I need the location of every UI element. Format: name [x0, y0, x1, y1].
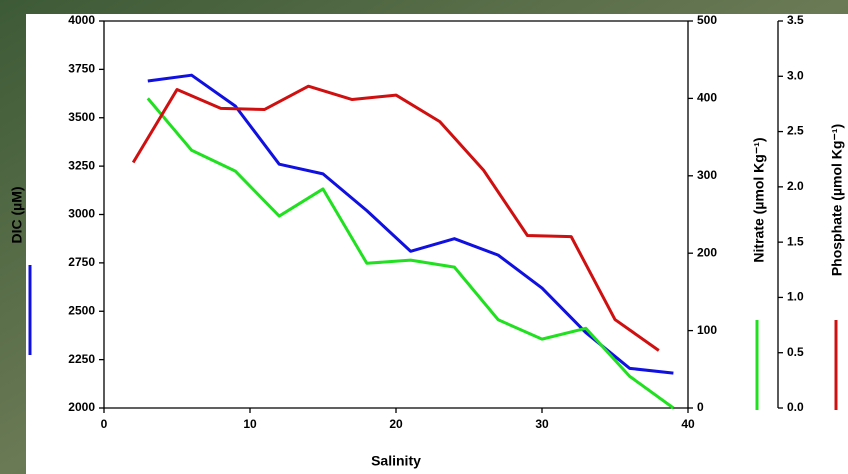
y-axis-label: DIC (µM)	[9, 186, 25, 243]
y-tick-label: 2250	[68, 352, 95, 366]
x-tick-label: 40	[681, 417, 695, 431]
x-tick-label: 20	[389, 417, 403, 431]
y2-tick-label: 500	[697, 13, 717, 27]
y-tick-label: 3000	[68, 207, 95, 221]
y3-tick-label: 1.0	[787, 290, 804, 304]
y2-tick-label: 100	[697, 323, 717, 337]
y3-tick-label: 0.5	[787, 345, 804, 359]
x-tick-label: 0	[101, 417, 108, 431]
x-axis-label: Salinity	[371, 453, 421, 469]
y-tick-label: 3750	[68, 62, 95, 76]
y3-tick-label: 3.5	[787, 13, 804, 27]
y-tick-label: 3250	[68, 158, 95, 172]
y3-tick-label: 3.0	[787, 68, 804, 82]
y2-tick-label: 400	[697, 91, 717, 105]
y3-axis-label: Phosphate (µmol Kg⁻¹)	[829, 124, 845, 276]
y3-tick-label: 2.0	[787, 179, 804, 193]
y2-axis-label: Nitrate (µmol Kg⁻¹)	[751, 137, 767, 262]
y-tick-label: 2750	[68, 255, 95, 269]
y2-tick-label: 200	[697, 245, 717, 259]
y-tick-label: 4000	[68, 13, 95, 27]
y2-tick-label: 0	[697, 400, 704, 414]
y3-tick-label: 1.5	[787, 234, 804, 248]
y-tick-label: 2000	[68, 400, 95, 414]
y3-tick-label: 0.0	[787, 400, 804, 414]
x-tick-label: 30	[535, 417, 549, 431]
y-tick-label: 2500	[68, 303, 95, 317]
x-tick-label: 10	[243, 417, 257, 431]
y-tick-label: 3500	[68, 110, 95, 124]
data-line	[131, 84, 660, 352]
y3-tick-label: 2.5	[787, 124, 804, 138]
data-line	[146, 97, 675, 410]
data-line	[147, 73, 674, 375]
y2-tick-label: 300	[697, 168, 717, 182]
